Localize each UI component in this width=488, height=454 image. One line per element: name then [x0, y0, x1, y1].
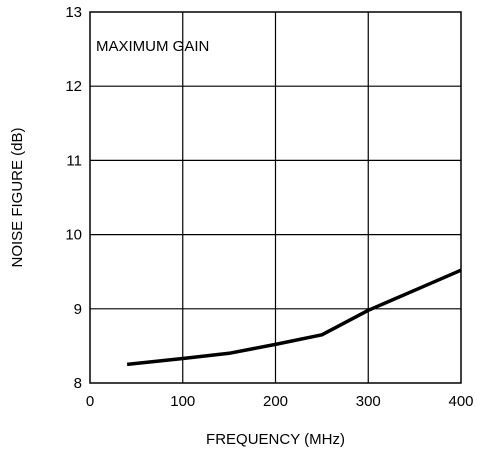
x-tick-label-200: 200 — [263, 393, 288, 410]
x-tick-label-300: 300 — [356, 393, 381, 410]
y-tick-label-11: 11 — [66, 152, 82, 169]
x-tick-labels: 0 100 200 300 400 — [86, 393, 474, 410]
y-tick-label-8: 8 — [74, 375, 82, 392]
y-tick-label-12: 12 — [65, 78, 82, 95]
y-tick-label-9: 9 — [74, 301, 82, 318]
y-tick-labels: 8 9 10 11 12 13 — [65, 4, 82, 392]
series-line-0 — [126, 268, 462, 367]
annotation-maximum-gain: MAXIMUM GAIN — [96, 38, 209, 55]
series-lines — [126, 268, 462, 367]
y-axis-label: NOISE FIGURE (dB) — [9, 127, 26, 267]
grid — [90, 12, 461, 383]
x-tick-label-0: 0 — [86, 393, 94, 410]
plot-frame — [89, 11, 462, 384]
x-tick-label-100: 100 — [170, 393, 195, 410]
y-tick-label-13: 13 — [65, 4, 82, 21]
y-tick-label-10: 10 — [65, 227, 82, 244]
x-tick-label-400: 400 — [448, 393, 473, 410]
x-axis-label: FREQUENCY (MHz) — [206, 431, 345, 448]
